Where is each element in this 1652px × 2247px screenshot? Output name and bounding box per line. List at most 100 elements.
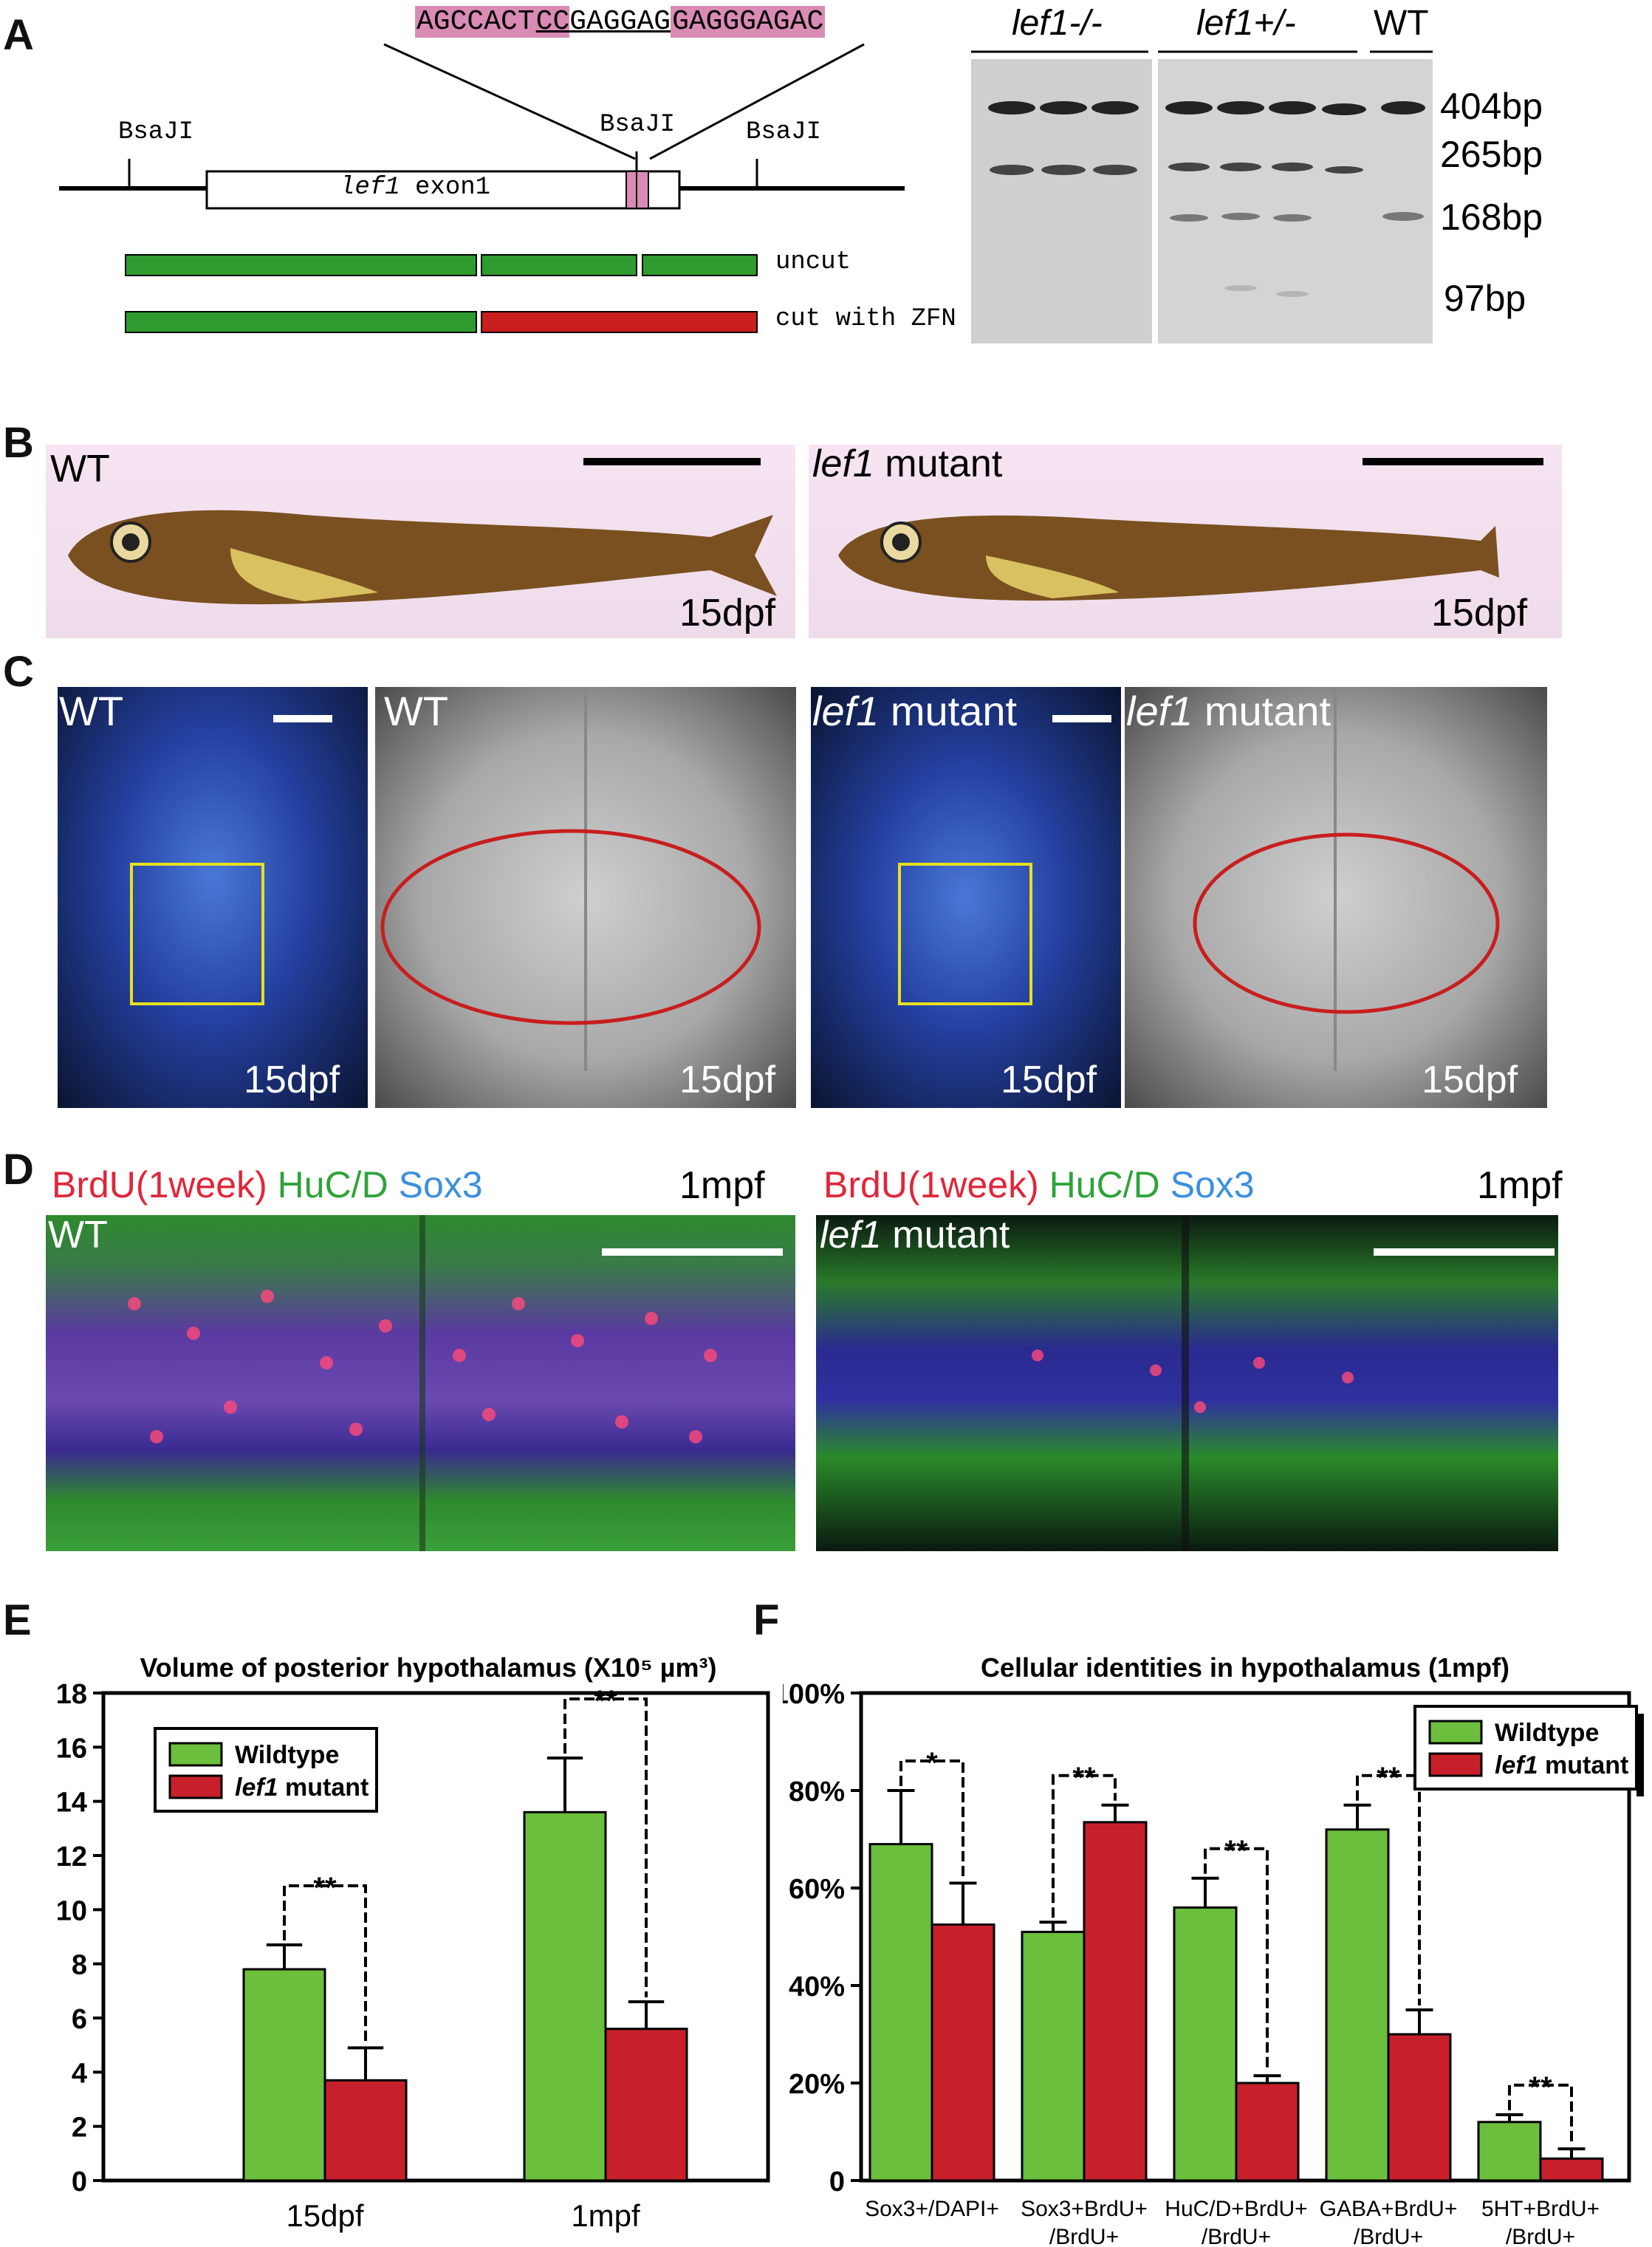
y-tick-label: 16 [56, 1733, 87, 1764]
bar-wildtype [868, 1843, 933, 2182]
gel-header-wt: WT [1374, 4, 1429, 43]
d-wt-stain-legend: BrdU(1week) HuC/D Sox3 [52, 1163, 483, 1206]
category-label: 1mpf [571, 2198, 640, 2233]
wt-label-b: WT [50, 448, 110, 490]
legend-swatch [168, 1742, 223, 1767]
scale-bar-b-mutant [1363, 458, 1543, 465]
brdu-label-2: BrdU(1week) [823, 1164, 1039, 1205]
y-tick-label: 0 [72, 2166, 87, 2198]
legend-entry: lef1 mutant [1495, 1751, 1628, 1779]
uncut-label: uncut [775, 248, 851, 276]
spacer-sequence: GAGGAG [569, 6, 671, 38]
mutant-inset-box [898, 863, 1032, 1005]
legend-swatch [1428, 1720, 1483, 1745]
panel-letter-c: C [3, 648, 34, 696]
d-mutant-label: lef1 mutant [820, 1213, 1010, 1257]
lef1-mutant-larva-photo [809, 445, 1562, 638]
y-tick-label: 8 [72, 1950, 87, 1981]
category-label: /BrdU+ [1354, 2225, 1423, 2247]
mutant-zoom-overlay [1193, 687, 1500, 1071]
c4-suffix: mutant [1193, 688, 1331, 734]
panel-letter-b: B [3, 419, 34, 467]
category-label: Sox3+/DAPI+ [865, 2197, 999, 2221]
c3-mutant-label: lef1 mutant [812, 687, 1017, 735]
d-mutant-stain-legend: BrdU(1week) HuC/D Sox3 [823, 1163, 1255, 1206]
legend-entry: lef1 mutant [235, 1774, 369, 1802]
d-wt-scale-bar [602, 1248, 783, 1256]
y-tick-label: 6 [72, 2004, 87, 2035]
bar-mutant [1083, 1821, 1148, 2182]
lef1-locus-diagram [59, 43, 905, 333]
legend-entry: Wildtype [235, 1741, 339, 1769]
bar-mutant [930, 1923, 995, 2182]
mutant-brain-overview [811, 687, 1121, 1108]
legend-shadow [1636, 1714, 1644, 1796]
wt-stain-overlay [128, 1215, 717, 1551]
wt-larva-photo [46, 445, 795, 638]
c3-suffix: mutant [879, 688, 1018, 734]
chart-f-identities: Cellular identities in hypothalamus (1mp… [783, 1652, 1644, 2247]
d-mutant-scale-bar [1374, 1248, 1555, 1256]
bsaji-site-middle: BsaJI [600, 111, 676, 139]
c3-gene-name: lef1 [812, 688, 880, 734]
c1-age: 15dpf [244, 1058, 340, 1101]
c1-scale-bar [273, 715, 332, 722]
wt-zoom-overlay [380, 687, 761, 1071]
huc-label: HuC/D [277, 1164, 388, 1205]
category-label: 5HT+BrdU+ [1481, 2197, 1600, 2221]
zfn-target-sequence: AGCCACTCCGAGGAGGAGGGAGAC [415, 1, 826, 43]
brdu-label: BrdU(1week) [52, 1164, 267, 1205]
bsaji-site-right: BsaJI [746, 118, 822, 146]
bsaji-site-left: BsaJI [118, 118, 194, 146]
significance-mark: ** [594, 1685, 617, 1717]
d-gene-name: lef1 [820, 1214, 882, 1256]
category-label: /BrdU+ [1049, 2225, 1119, 2247]
panel-letter-a: A [3, 11, 34, 59]
category-label: Sox3+BrdU+ [1021, 2197, 1148, 2221]
y-tick-label: 60% [789, 1874, 845, 1905]
bar-mutant [323, 2079, 408, 2182]
wt-immunostaining [46, 1215, 795, 1551]
y-tick-label: 4 [72, 2058, 87, 2089]
bar-mutant [1539, 2157, 1604, 2182]
significance-bracket [1356, 1774, 1421, 2005]
mutant-larva-illustration [838, 515, 1499, 601]
zfn-right-arm: GAGGGAGAC [671, 6, 826, 38]
panel-letter-f: F [753, 1596, 780, 1644]
mutant-suffix: mutant [874, 442, 1003, 485]
gel-header-homozygous: lef1-/- [1012, 4, 1103, 43]
significance-mark: ** [1377, 1762, 1400, 1794]
y-tick-label: 100% [783, 1679, 845, 1710]
significance-bracket [283, 1884, 367, 2044]
age-label-b-wt: 15dpf [679, 592, 776, 635]
chart-e-volume: Volume of posterior hypothalamus (X10⁵ µ… [56, 1652, 770, 2233]
y-tick-label: 80% [789, 1776, 845, 1807]
category-label: /BrdU+ [1506, 2225, 1575, 2247]
significance-bracket [1204, 1847, 1269, 2072]
cc-spacer: CC [535, 6, 570, 38]
d-wt-age: 1mpf [679, 1164, 765, 1207]
wt-brain-overview [58, 687, 368, 1108]
bar-wildtype [1021, 1930, 1086, 2182]
category-label: /BrdU+ [1202, 2225, 1271, 2247]
genotyping-gel [971, 50, 1433, 343]
significance-mark: ** [1072, 1762, 1096, 1794]
panel-letter-d: D [3, 1146, 34, 1194]
age-label-b-mutant: 15dpf [1431, 592, 1528, 635]
mutant-stain-overlay [1032, 1215, 1354, 1551]
y-tick-label: 40% [789, 1971, 845, 2003]
significance-bracket [563, 1697, 648, 1997]
wt-brain-zoom [375, 687, 796, 1108]
significance-mark: * [926, 1747, 938, 1779]
exon-gene-name: lef1 [340, 174, 400, 202]
bar-mutant [1235, 2082, 1300, 2182]
mutant-label-b: lef1 mutant [812, 442, 1002, 486]
bar-wildtype [523, 1810, 607, 2182]
significance-bracket [1052, 1774, 1117, 1918]
mutant-brain-zoom [1125, 687, 1547, 1108]
chart-title: Cellular identities in hypothalamus (1mp… [981, 1652, 1509, 1683]
c2-wt-label: WT [384, 688, 449, 734]
huc-label-2: HuC/D [1049, 1164, 1160, 1205]
y-tick-label: 10 [56, 1895, 87, 1926]
bar-wildtype [242, 1968, 326, 2182]
